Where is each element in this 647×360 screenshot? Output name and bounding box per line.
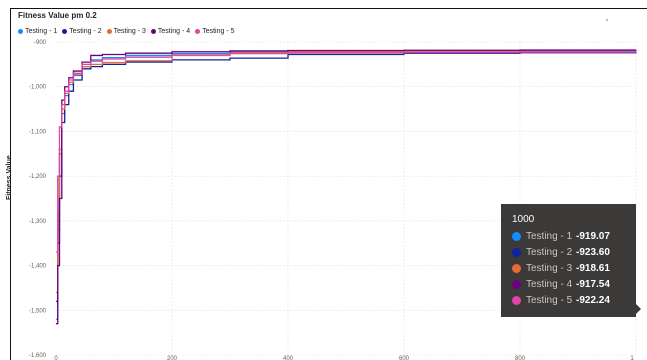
legend-item-testing-4[interactable]: Testing - 4 [150, 27, 191, 35]
legend-marker-testing-3 [106, 28, 112, 34]
legend-item-testing-5[interactable]: Testing - 5 [195, 28, 234, 35]
y-tick-label: -1,400 [29, 264, 47, 270]
x-tick-label: 200 [167, 356, 178, 360]
tooltip-series-name: Testing - 1 [526, 230, 573, 242]
x-tick-label: 400 [283, 356, 294, 360]
tooltip-marker-testing-2 [512, 247, 521, 257]
tooltip-marker-testing-5 [512, 295, 521, 305]
tooltip-pointer [636, 304, 641, 314]
y-tick-label: -1,600 [29, 353, 47, 359]
series-line-testing-4 [56, 49, 637, 325]
more-options-dot[interactable] [606, 19, 608, 21]
tooltip-row-testing-2: Testing - 2 -923.60 [512, 244, 626, 260]
legend-marker-testing-2 [62, 28, 68, 34]
chart-frame [10, 8, 647, 360]
x-tick-label: 600 [399, 356, 410, 360]
tooltip-series-name: Testing - 3 [526, 262, 573, 274]
legend-marker-testing-1 [18, 28, 23, 34]
tooltip-row-testing-4: Testing - 4 -917.54 [512, 276, 626, 292]
y-tick-label: -1,500 [29, 308, 47, 314]
legend-label-testing-1: Testing - 1 [25, 27, 58, 35]
tooltip-row-testing-3: Testing - 3 -918.61 [512, 260, 626, 276]
y-tick-label: -1,200 [29, 174, 47, 180]
legend-item-testing-2[interactable]: Testing - 2 [62, 27, 102, 35]
tooltip-series-value: -923.60 [576, 246, 610, 258]
legend-marker-testing-4 [150, 28, 156, 34]
tooltip-series-name: Testing - 4 [526, 278, 573, 290]
tooltip-series-value: -922.24 [576, 294, 610, 306]
tooltip-marker-testing-3 [512, 263, 521, 273]
x-tick-label: 1 [630, 356, 634, 360]
tooltip-marker-testing-1 [512, 231, 521, 241]
tooltip-series-value: -918.61 [576, 262, 610, 274]
y-tick-label: -1,300 [29, 219, 47, 225]
tooltip-series-name: Testing - 5 [526, 294, 573, 306]
series-line-testing-5 [56, 51, 637, 253]
tooltip-series-name: Testing - 2 [526, 246, 573, 258]
tooltip-row-testing-1: Testing - 1 -919.07 [512, 228, 626, 244]
legend-label-testing-4: Testing - 4 [157, 27, 191, 35]
x-tick-label: 800 [515, 356, 526, 360]
legend-label-testing-3: Testing - 3 [113, 27, 146, 35]
legend-item-testing-1[interactable]: Testing - 1 [18, 28, 57, 35]
legend-label-testing-2: Testing - 2 [69, 27, 102, 35]
legend-marker-testing-5 [195, 28, 201, 34]
tooltip-series-value: -917.54 [576, 278, 610, 290]
y-tick-label: -1,100 [29, 129, 47, 135]
x-tick-label: 0 [54, 356, 58, 360]
legend-item-testing-3[interactable]: Testing - 3 [106, 27, 146, 35]
legend: Testing - 1 Testing - 2 Testing - 3 Test… [18, 25, 234, 37]
y-tick-label: -900 [34, 40, 47, 46]
chart-title: Fitness Value pm 0.2 [18, 11, 97, 20]
tooltip-series-value: -919.07 [576, 230, 610, 242]
tooltip-title: 1000 [512, 214, 535, 225]
tooltip-row-testing-5: Testing - 5 -922.24 [512, 292, 626, 308]
legend-label-testing-5: Testing - 5 [202, 27, 235, 35]
tooltip-marker-testing-4 [512, 279, 521, 289]
y-tick-label: -1,000 [29, 85, 47, 91]
tooltip: 1000 Testing - 1 -919.07 Testing - 2 -92… [501, 204, 641, 317]
